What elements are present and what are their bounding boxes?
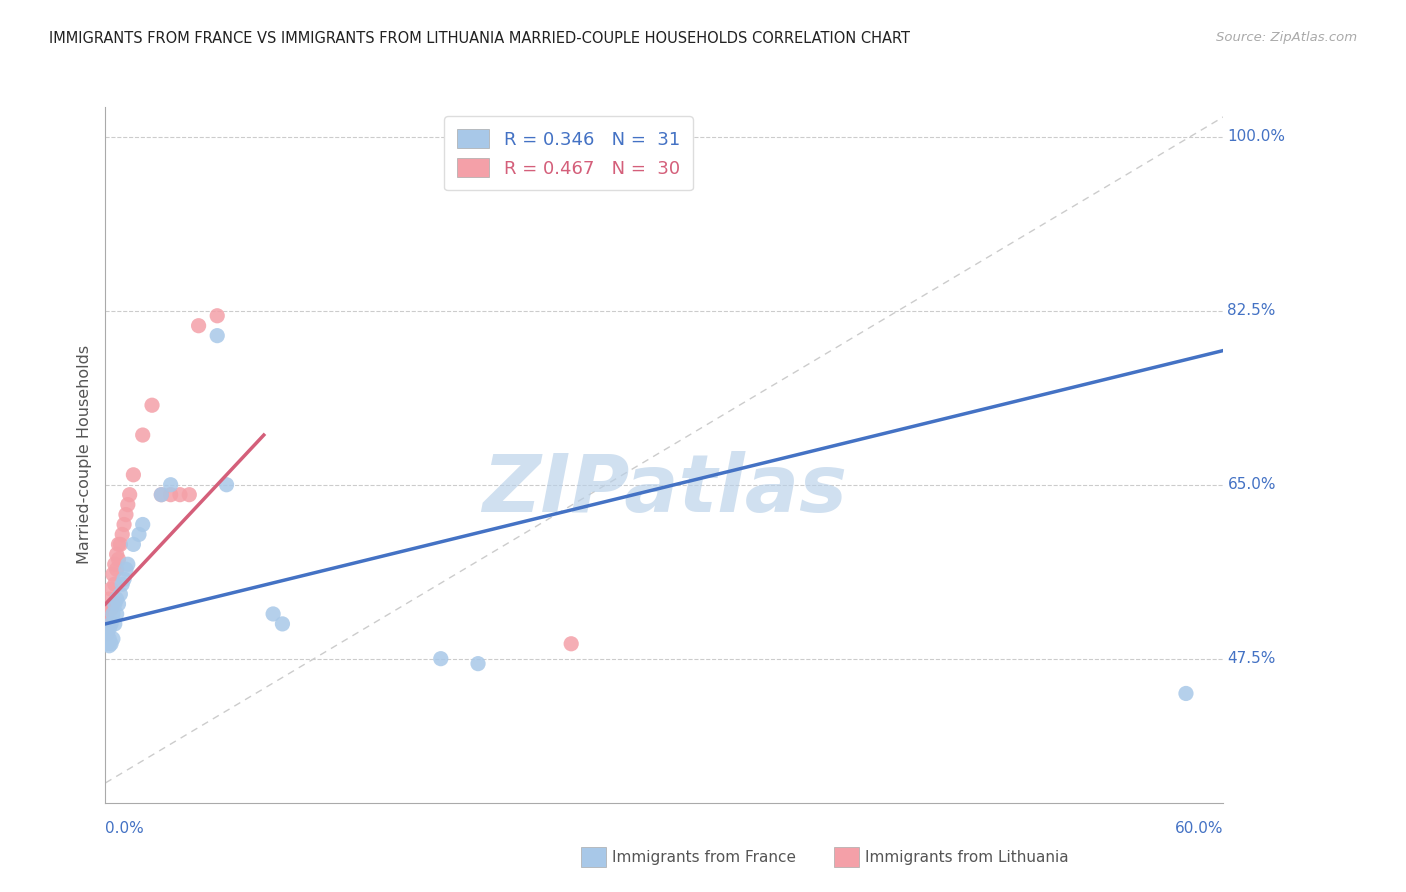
Point — [96, 607, 118, 621]
Point — [104, 597, 127, 611]
Y-axis label: Married-couple Households: Married-couple Households — [76, 345, 91, 565]
Text: 100.0%: 100.0% — [1227, 129, 1285, 145]
Point — [110, 587, 132, 601]
Point — [159, 488, 181, 502]
Point — [467, 657, 489, 671]
Point — [105, 592, 128, 607]
Point — [150, 488, 173, 502]
Point — [215, 477, 238, 491]
Point — [187, 318, 209, 333]
Point — [100, 637, 122, 651]
Point — [98, 616, 121, 631]
Point — [101, 607, 124, 621]
Point — [117, 498, 139, 512]
Point — [117, 558, 139, 572]
Point — [271, 616, 294, 631]
Point — [100, 602, 122, 616]
Point — [111, 577, 134, 591]
Point — [101, 632, 124, 646]
Text: Source: ZipAtlas.com: Source: ZipAtlas.com — [1216, 31, 1357, 45]
Point — [104, 616, 127, 631]
Text: IMMIGRANTS FROM FRANCE VS IMMIGRANTS FROM LITHUANIA MARRIED-COUPLE HOUSEHOLDS CO: IMMIGRANTS FROM FRANCE VS IMMIGRANTS FRO… — [49, 31, 910, 46]
Point — [96, 627, 118, 641]
Point — [98, 632, 121, 646]
Point — [104, 558, 127, 572]
Point — [101, 597, 124, 611]
Point — [105, 607, 128, 621]
Point — [141, 398, 163, 412]
Text: Immigrants from France: Immigrants from France — [612, 850, 796, 864]
Point — [159, 477, 181, 491]
Text: 0.0%: 0.0% — [105, 821, 145, 836]
Point — [98, 639, 121, 653]
Point — [169, 488, 191, 502]
Legend: R = 0.346   N =  31, R = 0.467   N =  30: R = 0.346 N = 31, R = 0.467 N = 30 — [444, 116, 693, 190]
Point — [104, 577, 127, 591]
Point — [105, 562, 128, 576]
Point — [115, 508, 138, 522]
Point — [132, 517, 155, 532]
Point — [107, 597, 129, 611]
Text: Immigrants from Lithuania: Immigrants from Lithuania — [865, 850, 1069, 864]
Point — [122, 537, 145, 551]
Point — [560, 637, 582, 651]
Point — [112, 572, 135, 586]
Point — [107, 537, 129, 551]
Point — [112, 517, 135, 532]
Point — [150, 488, 173, 502]
Point — [105, 547, 128, 561]
Text: 60.0%: 60.0% — [1175, 821, 1223, 836]
Point — [122, 467, 145, 482]
Point — [107, 552, 129, 566]
Point — [115, 562, 138, 576]
Point — [1175, 686, 1198, 700]
Point — [101, 567, 124, 582]
Point — [205, 328, 228, 343]
Point — [110, 537, 132, 551]
Point — [100, 582, 122, 596]
Text: ZIPatlas: ZIPatlas — [482, 450, 846, 529]
Point — [430, 651, 453, 665]
Point — [262, 607, 284, 621]
Text: 65.0%: 65.0% — [1227, 477, 1275, 492]
Point — [96, 637, 118, 651]
Point — [179, 488, 201, 502]
Point — [205, 309, 228, 323]
Point — [132, 428, 155, 442]
Point — [128, 527, 150, 541]
Point — [111, 527, 134, 541]
Text: 82.5%: 82.5% — [1227, 303, 1275, 318]
Point — [100, 616, 122, 631]
Text: 47.5%: 47.5% — [1227, 651, 1275, 666]
Point — [98, 592, 121, 607]
Point — [96, 627, 118, 641]
Point — [98, 622, 121, 636]
Point — [118, 488, 141, 502]
